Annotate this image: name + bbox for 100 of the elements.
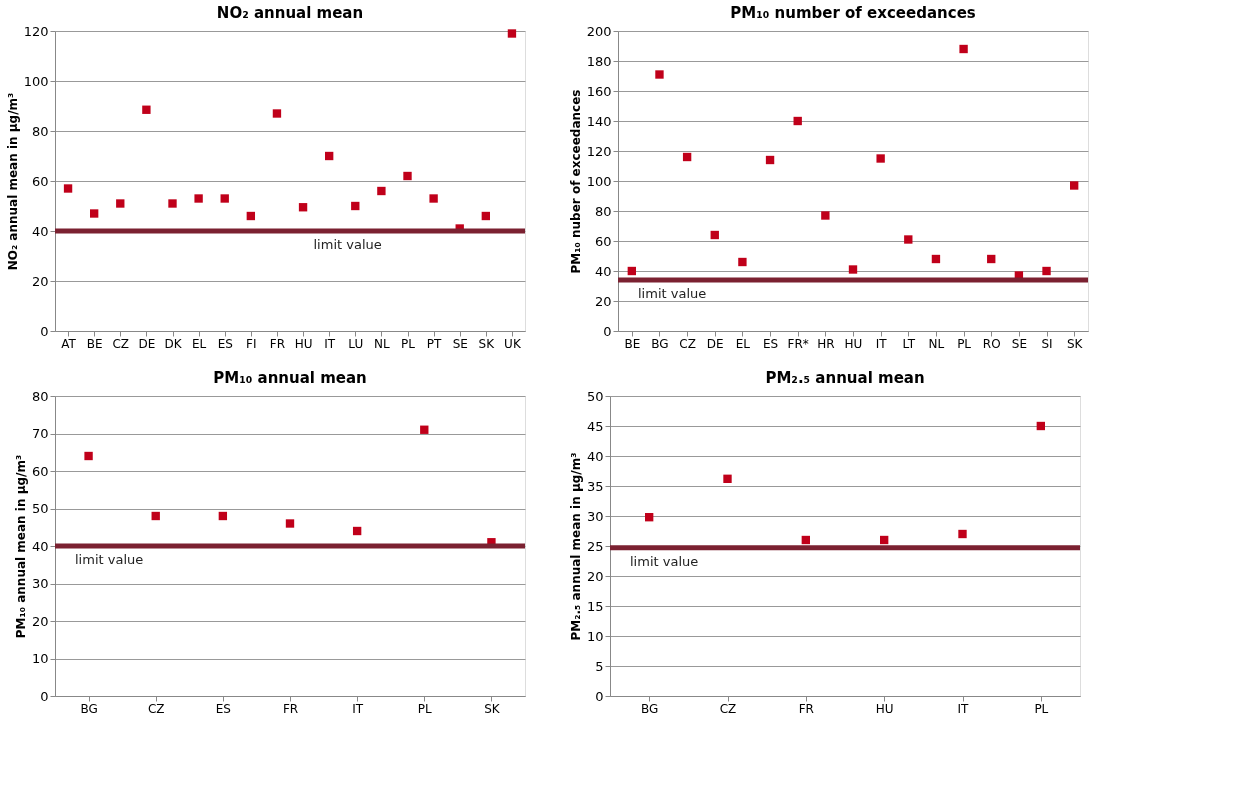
y-tick-label: 20 [594, 293, 612, 309]
y-tick-label: 0 [40, 688, 49, 704]
point [272, 109, 282, 118]
x-tick-label: SK [1066, 336, 1084, 351]
x-tick-label: NL [928, 336, 945, 351]
x-tick-label: NL [374, 336, 391, 351]
point [218, 511, 228, 521]
x-tick-label: IT [324, 336, 336, 351]
point [959, 44, 968, 54]
y-tick-label: 40 [31, 538, 49, 554]
x-tick-label: CZ [147, 701, 165, 716]
ref-line-label: limit value [638, 286, 707, 301]
x-tick-label: ES [217, 336, 233, 351]
x-tick-label: SK [484, 701, 501, 716]
point [377, 186, 386, 196]
y-tick-label: 140 [586, 113, 612, 129]
y-tick-label: 10 [586, 628, 604, 644]
x-tick-label: FR [269, 336, 286, 351]
chart-title: NO₂ annual mean [216, 4, 364, 22]
x-tick-label: BE [624, 336, 641, 351]
point [931, 254, 941, 264]
point [429, 194, 438, 203]
x-tick-label: PL [401, 336, 416, 351]
x-tick-label: DE [138, 336, 156, 351]
x-tick-label: CZ [719, 701, 737, 716]
point [403, 171, 412, 181]
y-tick-label: 80 [31, 388, 49, 404]
y-tick-label: 100 [586, 173, 612, 189]
point [682, 152, 692, 162]
x-tick-label: SE [1011, 336, 1027, 351]
x-tick-label: LT [902, 336, 916, 351]
y-tick-label: 80 [594, 203, 612, 219]
y-tick-label: 70 [31, 426, 49, 441]
y-tick-label: 180 [586, 53, 612, 69]
point [655, 70, 664, 79]
x-tick-label: IT [352, 701, 364, 716]
y-tick-label: 0 [603, 323, 612, 339]
x-tick-label: LU [348, 336, 364, 351]
x-tick-label: AT [61, 336, 77, 351]
y-tick-label: 50 [586, 388, 604, 404]
point [1036, 421, 1046, 431]
point [848, 265, 858, 274]
y-tick-label: 120 [586, 143, 612, 159]
x-tick-label: SI [1041, 336, 1053, 351]
y-tick-label: 20 [31, 613, 49, 629]
point [627, 266, 637, 276]
point [821, 211, 830, 220]
ref-line-label: limit value [630, 553, 699, 569]
point [765, 155, 775, 165]
point [1042, 266, 1051, 276]
x-tick-label: FI [246, 336, 257, 351]
y-tick-label: 60 [31, 463, 49, 479]
x-tick-label: ES [762, 336, 779, 351]
x-tick-label: HU [875, 701, 894, 716]
x-tick-label: DK [164, 336, 183, 351]
y-tick-label: 45 [586, 418, 604, 434]
point [142, 105, 151, 114]
y-tick-label: 25 [586, 538, 604, 554]
y-tick-label: 120 [23, 23, 49, 39]
y-tick-label: 10 [31, 651, 49, 666]
point [420, 425, 429, 434]
x-tick-label: PT [426, 336, 443, 351]
point [298, 203, 308, 212]
point [801, 535, 811, 545]
y-tick-label: 50 [31, 501, 49, 516]
y-tick-label: 35 [586, 478, 604, 494]
x-tick-label: EL [735, 336, 751, 351]
point [351, 201, 360, 211]
x-tick-label: ES [215, 701, 231, 716]
x-tick-label: IT [957, 701, 970, 716]
x-tick-label: FR [798, 701, 814, 716]
point [987, 254, 996, 264]
x-tick-label: HR [817, 336, 835, 351]
point [194, 194, 203, 203]
y-tick-label: 60 [31, 173, 49, 189]
point [793, 116, 802, 126]
point [352, 526, 362, 536]
y-tick-label: 0 [595, 688, 604, 704]
y-tick-label: 0 [40, 323, 49, 339]
y-tick-label: 20 [586, 568, 604, 584]
x-tick-label: IT [875, 336, 888, 351]
x-tick-label: DE [706, 336, 724, 351]
x-tick-label: SE [452, 336, 468, 351]
ref-line-label: limit value [313, 237, 382, 252]
x-tick-label: UK [504, 336, 522, 351]
y-tick-label: 30 [31, 576, 49, 591]
y-tick-label: 60 [594, 233, 612, 249]
x-tick-label: HU [294, 336, 313, 351]
point [84, 451, 93, 461]
x-tick-label: CZ [679, 336, 696, 351]
x-tick-label: CZ [112, 336, 130, 351]
point [220, 194, 229, 203]
y-tick-label: 5 [595, 658, 604, 674]
point [879, 535, 889, 545]
point [246, 211, 256, 221]
chart-title: PM₂.₅ annual mean [765, 369, 925, 387]
point [710, 230, 719, 240]
x-tick-label: PL [957, 336, 972, 351]
x-tick-label: BG [80, 701, 98, 716]
y-axis-title: PM₂.₅ annual mean in µg/m³ [568, 452, 583, 641]
